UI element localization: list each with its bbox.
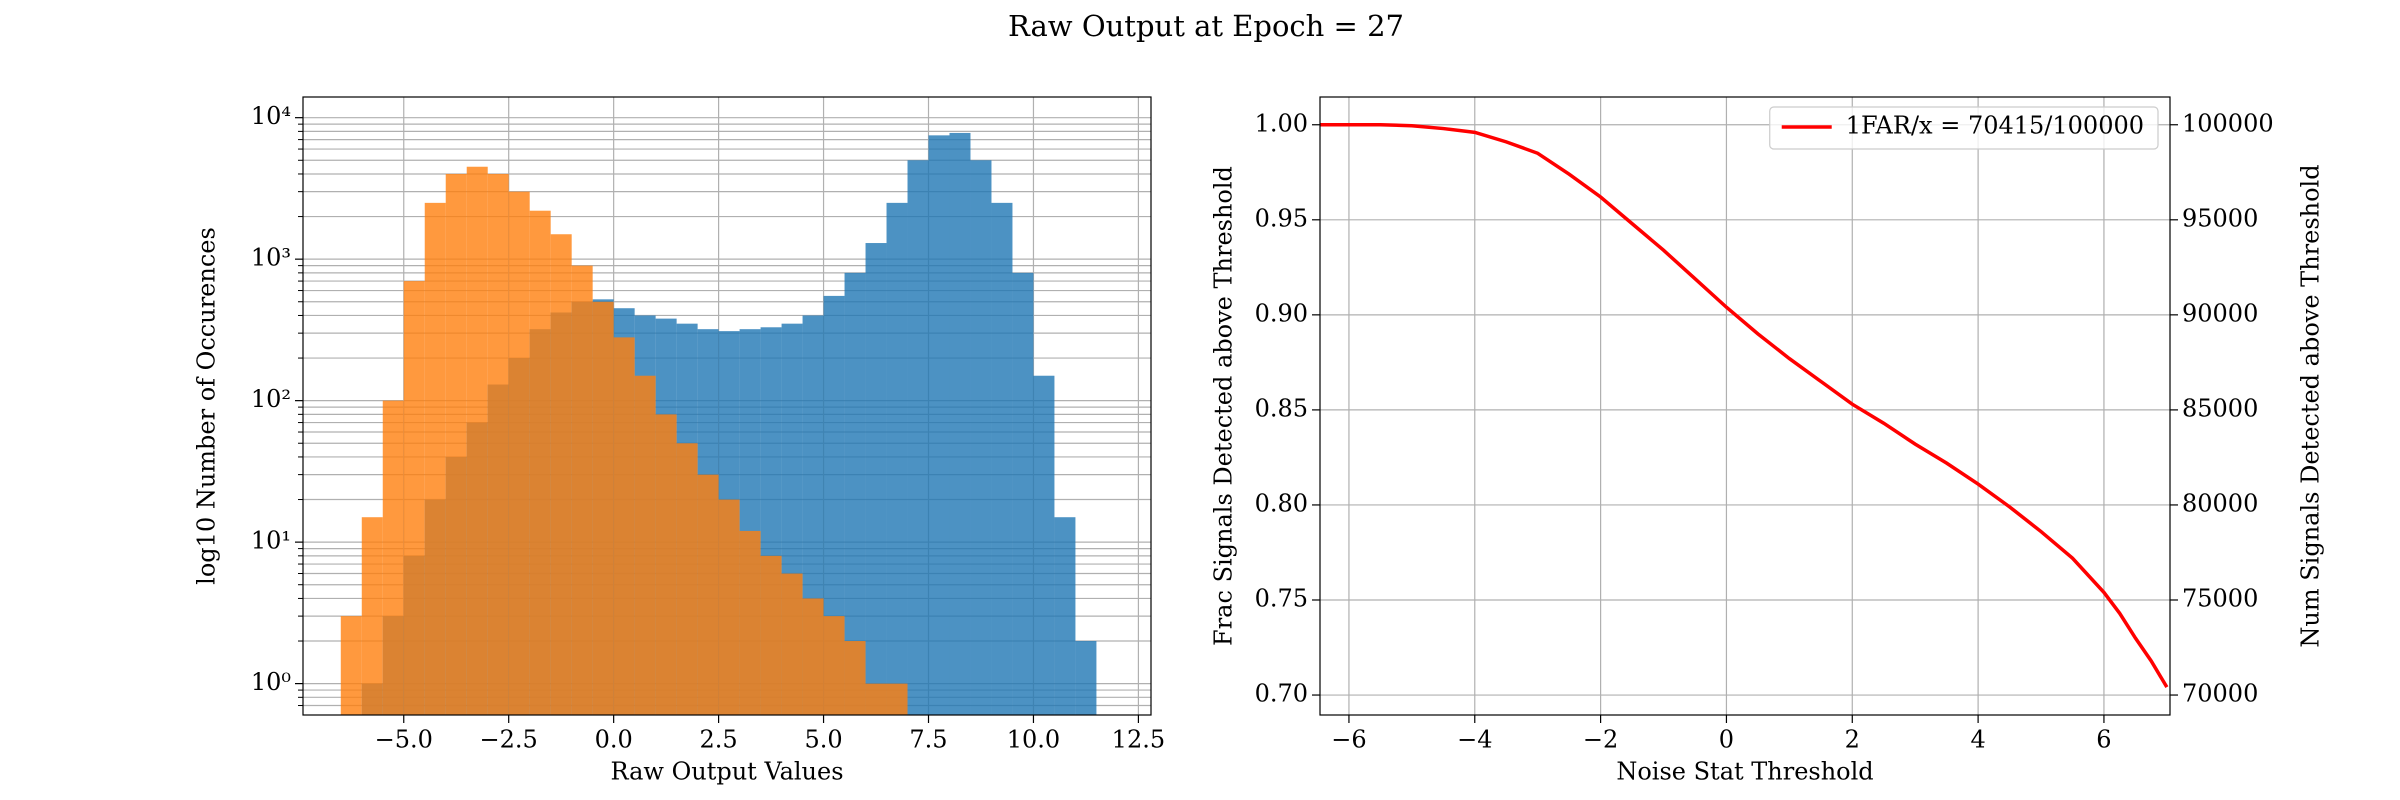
y2-tick-label: 85000 (2182, 394, 2258, 422)
histogram-bar (403, 281, 425, 715)
y-tick-label: 0.75 (1255, 584, 1308, 612)
x-tick-label: 2 (1845, 726, 1860, 754)
histogram-bar (1012, 272, 1034, 715)
histogram-bar (487, 173, 509, 715)
histogram-bar (550, 234, 572, 715)
y2-tick-label: 80000 (2182, 489, 2258, 517)
figure-title: Raw Output at Epoch = 27 (1008, 9, 1404, 43)
plot-area (340, 132, 1097, 715)
x-tick-label: −4 (1457, 726, 1492, 754)
grid (1320, 97, 2170, 715)
histogram-bar (529, 210, 551, 715)
histogram-bar (424, 202, 446, 715)
y-axis-label: log10 Number of Occurences (193, 227, 221, 585)
y-tick-label: 1.00 (1255, 109, 1308, 137)
y-tick-label: 10² (251, 385, 291, 413)
x-tick-label: 5.0 (804, 726, 842, 754)
histogram-bar (865, 243, 887, 715)
line-series (1320, 123, 2169, 689)
y-tick-label: 0.90 (1255, 299, 1308, 327)
legend-label: 1FAR/x = 70415/100000 (1846, 112, 2144, 140)
histogram-bar (466, 166, 488, 715)
y-tick-label: 0.85 (1255, 394, 1308, 422)
histogram-bar (991, 202, 1013, 715)
histogram-bar (655, 414, 677, 715)
y-tick-label: 0.95 (1255, 204, 1308, 232)
histogram-bar (592, 301, 614, 715)
histogram-bar (970, 160, 992, 715)
histogram-bar (340, 616, 362, 715)
x-tick-label: 10.0 (1007, 726, 1060, 754)
histogram-bar (718, 499, 740, 715)
histogram-bar (928, 135, 950, 715)
y-tick-label: 0.80 (1255, 489, 1308, 517)
histogram-bar (949, 132, 971, 715)
legend: 1FAR/x = 70415/100000 (1769, 106, 2159, 150)
histogram-bar (844, 272, 866, 715)
y2-tick-label: 90000 (2182, 299, 2258, 327)
histogram-bar (865, 683, 887, 715)
axes: 0.70 0.75 0.80 0.85 0.90 0.95 1.00 −6 −4 −2 0 2 4 6 70… (1210, 96, 2325, 786)
histogram-bar (739, 530, 761, 715)
histogram-bar (361, 517, 383, 715)
plot-area (1320, 123, 2169, 689)
x-tick-label: 2.5 (700, 726, 738, 754)
y2-axis-label: Num Signals Detected above Threshold (2297, 164, 2325, 647)
x-axis-label: Noise Stat Threshold (1616, 758, 1873, 786)
y2-tick-label: 75000 (2182, 584, 2258, 612)
x-tick-label: −2.5 (480, 726, 538, 754)
x-tick-label: 0.0 (595, 726, 633, 754)
histogram-bar (613, 337, 635, 715)
histogram-bar (697, 474, 719, 715)
histogram-bar (760, 555, 782, 715)
x-tick-label: 12.5 (1112, 726, 1165, 754)
histogram-bar (382, 400, 404, 715)
histogram-bar (1075, 641, 1097, 715)
histogram-bar (802, 598, 824, 715)
y2-tick-label: 70000 (2182, 680, 2258, 708)
histogram-bar (844, 641, 866, 715)
y-tick-label: 0.70 (1255, 680, 1308, 708)
x-tick-label: −5.0 (375, 726, 433, 754)
histogram-bar (823, 616, 845, 715)
x-tick-label: 4 (1970, 726, 1985, 754)
x-tick-label: 7.5 (909, 726, 947, 754)
histogram-bar (1054, 517, 1076, 715)
x-tick-label: −6 (1331, 726, 1366, 754)
axes-frame (302, 96, 1152, 716)
legend-box (1769, 106, 2159, 150)
y-tick-label: 10⁰ (251, 668, 291, 696)
x-tick-label: −2 (1583, 726, 1618, 754)
histogram-bar (823, 295, 845, 715)
axes: 10⁰ 10¹ 10² 10³ 10⁴ −5.0 −2.5 0.0 2.5 5.0 7.5 10.0 1… (193, 96, 1165, 786)
y2-tick-label: 95000 (2182, 204, 2258, 232)
y-tick-label: 10¹ (251, 527, 291, 555)
histogram-bar (781, 573, 803, 715)
x-tick-label: 6 (2096, 726, 2111, 754)
histogram-bar (907, 160, 929, 715)
x-axis-label: Raw Output Values (610, 758, 843, 786)
y2-tick-label: 100000 (2182, 109, 2274, 137)
histogram-bar (508, 191, 530, 715)
histogram-bar (886, 202, 908, 715)
histogram-bar (445, 173, 467, 715)
histogram-bar (886, 683, 908, 715)
histogram-bar (634, 375, 656, 715)
histogram-bar (571, 265, 593, 715)
histogram-bar (676, 443, 698, 715)
x-tick-label: 0 (1719, 726, 1734, 754)
y-axis-label: Frac Signals Detected above Threshold (1210, 166, 1238, 646)
y-tick-label: 10³ (251, 244, 291, 272)
histogram-bar (1033, 375, 1055, 715)
axes-frame (1319, 96, 2171, 716)
y-tick-label: 10⁴ (251, 102, 291, 130)
